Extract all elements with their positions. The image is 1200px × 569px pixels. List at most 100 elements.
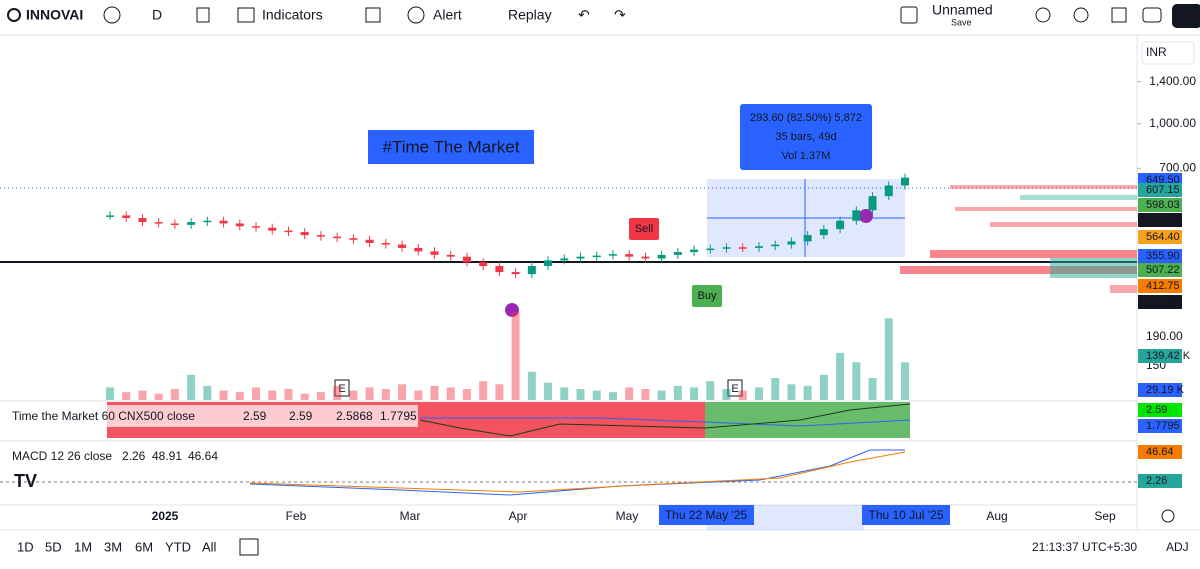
indicator-name: Time the Market 60 CNX500 close: [12, 409, 195, 423]
redo[interactable]: ↷: [614, 7, 626, 23]
candle: [803, 235, 812, 242]
candle: [884, 185, 893, 197]
indicators-icon[interactable]: [237, 7, 255, 23]
volume-bar: [641, 389, 650, 400]
price-tag-bg: [1138, 249, 1182, 263]
alert-button[interactable]: Alert: [433, 7, 462, 23]
crosshair-date: Thu 22 May '25: [665, 508, 748, 522]
axis-settings[interactable]: [1161, 509, 1175, 523]
candle: [690, 249, 699, 253]
volume-bar: [316, 392, 325, 400]
price-tag-bg: [1138, 349, 1182, 363]
volume-bar: [138, 390, 147, 400]
interval[interactable]: D: [152, 7, 162, 23]
range-button[interactable]: YTD: [165, 539, 191, 554]
candle: [284, 230, 293, 233]
candle: [398, 244, 407, 248]
volume-bar: [901, 362, 909, 400]
fullscreen-icon[interactable]: [1111, 7, 1127, 23]
range-button[interactable]: 5D: [45, 539, 62, 554]
indicators-button[interactable]: Indicators: [262, 7, 323, 23]
volume-bar: [884, 318, 893, 400]
snapshot-icon[interactable]: [1142, 7, 1162, 23]
volume-bar: [252, 387, 261, 400]
volume-bar: [852, 362, 861, 400]
compare-icon[interactable]: [103, 6, 121, 24]
quick-search-icon[interactable]: [1035, 7, 1051, 23]
indicator-value: 46.64: [188, 449, 218, 463]
price-tag-bg: [1138, 419, 1182, 433]
volume-bar: [219, 390, 228, 400]
indicator-value: 2.59: [243, 409, 267, 423]
volume-bar: [592, 390, 601, 400]
indicator-line: [419, 403, 911, 437]
candle: [430, 251, 439, 255]
volume-bar: [544, 382, 553, 400]
search-icon[interactable]: [7, 8, 21, 22]
volume-bar: [479, 381, 488, 400]
layout-checkbox[interactable]: [900, 6, 918, 24]
candle: [511, 272, 520, 275]
currency-box[interactable]: [1141, 41, 1195, 65]
currency[interactable]: INR: [1146, 45, 1167, 59]
candle: [381, 242, 390, 245]
candle: [738, 247, 747, 249]
symbol[interactable]: INNOVAI: [26, 7, 83, 23]
candle: [495, 266, 504, 273]
price-tag: 46.64: [1146, 446, 1174, 458]
candle: [268, 227, 277, 231]
y-tick-label: 1,000.00: [1149, 116, 1196, 130]
date-tag: [659, 505, 754, 525]
price-tag-bg: [1138, 263, 1182, 277]
chart-type-icon[interactable]: [196, 7, 210, 23]
earnings: E: [338, 383, 345, 395]
adjustment[interactable]: ADJ: [1166, 540, 1189, 554]
indicator-value: 2.59: [289, 409, 313, 423]
volume-bar: [235, 392, 244, 400]
alert-icon[interactable]: [407, 6, 425, 24]
price-tag: 507.22: [1146, 264, 1180, 276]
volume-bar: [187, 374, 196, 400]
price-tag-bg: [1138, 183, 1182, 197]
candle: [868, 196, 877, 211]
volume-bar: [349, 390, 358, 400]
x-tick-label: Sep: [1094, 509, 1116, 523]
range-button[interactable]: 1M: [74, 539, 92, 554]
templates-icon[interactable]: [365, 7, 381, 23]
candle: [252, 226, 261, 228]
price-tag: 572.26: [1146, 214, 1180, 226]
price-tag: 412.75: [1146, 280, 1180, 292]
price-tag: 649.50: [1146, 174, 1180, 186]
candle: [576, 256, 585, 259]
volume-bar: [657, 390, 666, 400]
candle: [754, 246, 763, 248]
price-tag: 598.03: [1146, 199, 1180, 211]
range-button[interactable]: 6M: [135, 539, 153, 554]
volume-bar: [462, 389, 471, 400]
title-box: [368, 130, 534, 164]
layout-name[interactable]: Unnamed: [932, 2, 993, 18]
candle: [852, 210, 861, 221]
price-tag: 564.40: [1146, 231, 1180, 243]
range-button[interactable]: All: [202, 539, 217, 554]
volume-bar: [560, 387, 569, 400]
replay-button[interactable]: Replay: [508, 7, 552, 23]
candle: [219, 220, 228, 224]
undo[interactable]: ↶: [578, 7, 590, 23]
settings-icon[interactable]: [1073, 7, 1089, 23]
save-label[interactable]: Save: [951, 17, 972, 27]
price-tag: 1.7795: [1146, 420, 1180, 432]
volume-bar: [803, 385, 812, 400]
range-button[interactable]: 3M: [104, 539, 122, 554]
price-tag: 355.90: [1146, 250, 1180, 262]
price-tag-bg: [1138, 474, 1182, 488]
goto-date[interactable]: [239, 538, 259, 556]
publish-button[interactable]: Pu: [1176, 8, 1191, 22]
publish-button-bg[interactable]: [1172, 4, 1200, 28]
candle: [235, 223, 244, 227]
price-tag: 139.42 K: [1146, 350, 1191, 362]
range-button[interactable]: 1D: [17, 539, 34, 554]
candle: [592, 255, 601, 258]
y-tick-label: 1,400.00: [1149, 74, 1196, 88]
